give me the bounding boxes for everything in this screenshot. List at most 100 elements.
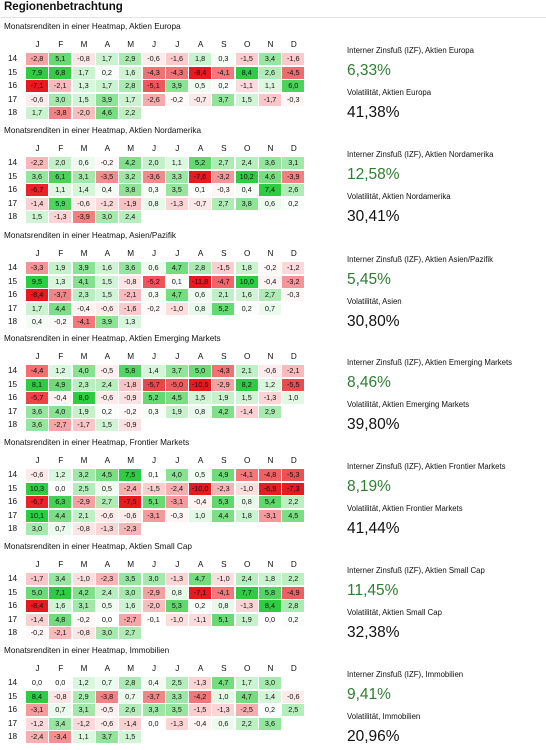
heatmap-subtitle: Monatsrenditen in einer Heatmap, Aktien … <box>4 126 202 135</box>
month-label: S <box>221 144 227 153</box>
heatmap-cell: -0,5 <box>95 704 118 716</box>
heatmap-cell: -4,8 <box>259 469 281 481</box>
year-label: 17 <box>8 510 18 520</box>
month-label: J <box>35 40 40 49</box>
month-label: M <box>127 249 135 258</box>
heatmap-cell: 6,3 <box>49 496 72 508</box>
heatmap-cell: -5,1 <box>142 80 165 92</box>
heatmap-cell: -2,9 <box>72 496 95 508</box>
heatmap-cell: -0,4 <box>72 302 95 315</box>
heatmap-cell: 5,9 <box>49 197 72 210</box>
heatmap-cell: 0,0 <box>95 613 118 626</box>
heatmap-cell: 7,1 <box>49 586 72 599</box>
heatmap-cell: 4,4 <box>49 509 72 522</box>
month-label: M <box>127 456 135 465</box>
heatmap-cell: -2,4 <box>165 482 188 495</box>
heatmap-cell: -0,7 <box>189 197 212 210</box>
heatmap-cell: 2,7 <box>212 157 235 169</box>
heatmap-cell: 1,6 <box>119 600 142 612</box>
heatmap-cell: 3,9 <box>95 93 118 106</box>
heatmap-cell: 2,3 <box>72 378 95 391</box>
heatmap-cell: -1,7 <box>72 419 95 431</box>
heatmap-cell: 3,6 <box>119 262 142 274</box>
volatility-value: 32,38% <box>347 624 400 641</box>
heatmap-cell <box>259 731 281 743</box>
heatmap-cell: 3,9 <box>95 316 118 328</box>
heatmap-cell: 0,8 <box>142 197 165 210</box>
month-label: N <box>267 144 274 153</box>
heatmap-cell: 1,9 <box>235 613 258 626</box>
month-label: M <box>80 249 88 258</box>
heatmap-cell: -3,7 <box>49 289 72 301</box>
heatmap-cell: 1,7 <box>26 107 48 119</box>
volatility-value: 39,80% <box>347 416 400 433</box>
heatmap-cell: 5,2 <box>142 392 165 404</box>
heatmap-cell: 0,6 <box>189 289 212 301</box>
irr-label: Interner Zinsfuß (IZF), Aktien Nordameri… <box>347 150 494 159</box>
heatmap-cell: 1,7 <box>72 66 95 79</box>
heatmap-cell: 3,1 <box>282 157 305 169</box>
heatmap-cell: 4,5 <box>95 469 118 481</box>
heatmap-cell: 6,1 <box>49 170 72 183</box>
heatmap-cell: 2,8 <box>282 600 305 612</box>
heatmap-cell: 2,8 <box>189 262 212 274</box>
month-label: A <box>197 664 204 673</box>
heatmap-cell: 0,2 <box>189 600 212 612</box>
year-label: 17 <box>8 614 18 624</box>
heatmap-cell: -0,2 <box>26 627 48 639</box>
heatmap-cell: -1,3 <box>165 573 188 585</box>
heatmap-cell: -2,2 <box>26 157 48 169</box>
heatmap-cell <box>166 316 188 328</box>
heatmap-cell: 4,7 <box>189 573 212 585</box>
heatmap-cell: 3,4 <box>49 573 72 585</box>
heatmap-cell: -0,8 <box>119 275 142 288</box>
month-label: D <box>290 144 297 153</box>
heatmap-cell: -0,6 <box>119 509 142 522</box>
month-label: J <box>175 40 180 49</box>
month-label: D <box>290 456 297 465</box>
heatmap-cell: 5,0 <box>189 365 212 377</box>
year-label: 15 <box>8 276 18 286</box>
year-label: 17 <box>8 198 18 208</box>
heatmap-cell <box>143 316 165 328</box>
heatmap-cell: -1,7 <box>26 573 48 585</box>
heatmap-cell: -3,2 <box>282 275 305 288</box>
heatmap-cell: -1,3 <box>235 600 258 612</box>
volatility-value: 20,96% <box>347 728 400 745</box>
month-label: O <box>244 560 251 569</box>
heatmap-cell: 0,7 <box>119 690 142 703</box>
heatmap-cell: 1,9 <box>165 405 188 418</box>
heatmap-cell <box>189 627 211 639</box>
heatmap-cell <box>236 211 258 223</box>
irr-label: Interner Zinsfuß (IZF), Aktien Europa <box>347 46 474 55</box>
heatmap-cell: -4,2 <box>189 690 212 703</box>
heatmap-cell: -4,1 <box>235 469 258 481</box>
heatmap-cell: -1,0 <box>165 613 188 626</box>
heatmap-cell: -1,0 <box>235 482 258 495</box>
month-label: O <box>244 456 251 465</box>
month-label: F <box>58 352 64 361</box>
heatmap-cell: 0,5 <box>189 469 212 481</box>
volatility-label: Volatilität, Aktien Emerging Markets <box>347 400 470 409</box>
month-label: S <box>221 249 227 258</box>
heatmap-cell: 7,4 <box>259 184 281 196</box>
month-label: J <box>175 664 180 673</box>
heatmap-cell: 1,9 <box>72 405 95 418</box>
month-label: A <box>197 456 204 465</box>
heatmap-cell: 8,0 <box>72 392 95 404</box>
heatmap-cell: -1,5 <box>235 53 258 65</box>
heatmap-cell: 2,6 <box>282 184 305 196</box>
heatmap-cell: 1,2 <box>259 378 281 391</box>
heatmap-cell: -1,0 <box>165 302 188 315</box>
heatmap-cell: 0,7 <box>95 677 118 689</box>
month-label: S <box>221 40 227 49</box>
heatmap-cell: -2,5 <box>235 704 258 716</box>
heatmap-cell: -1,0 <box>72 573 95 585</box>
heatmap-cell: 0,2 <box>282 613 305 626</box>
heatmap-cell: -1,3 <box>259 392 281 404</box>
heatmap-cell: 3,0 <box>119 586 142 599</box>
month-label: M <box>127 40 135 49</box>
heatmap-cell <box>189 211 211 223</box>
volatility-label: Volatilität, Aktien Nordamerika <box>347 192 451 201</box>
heatmap-cell <box>282 677 304 689</box>
